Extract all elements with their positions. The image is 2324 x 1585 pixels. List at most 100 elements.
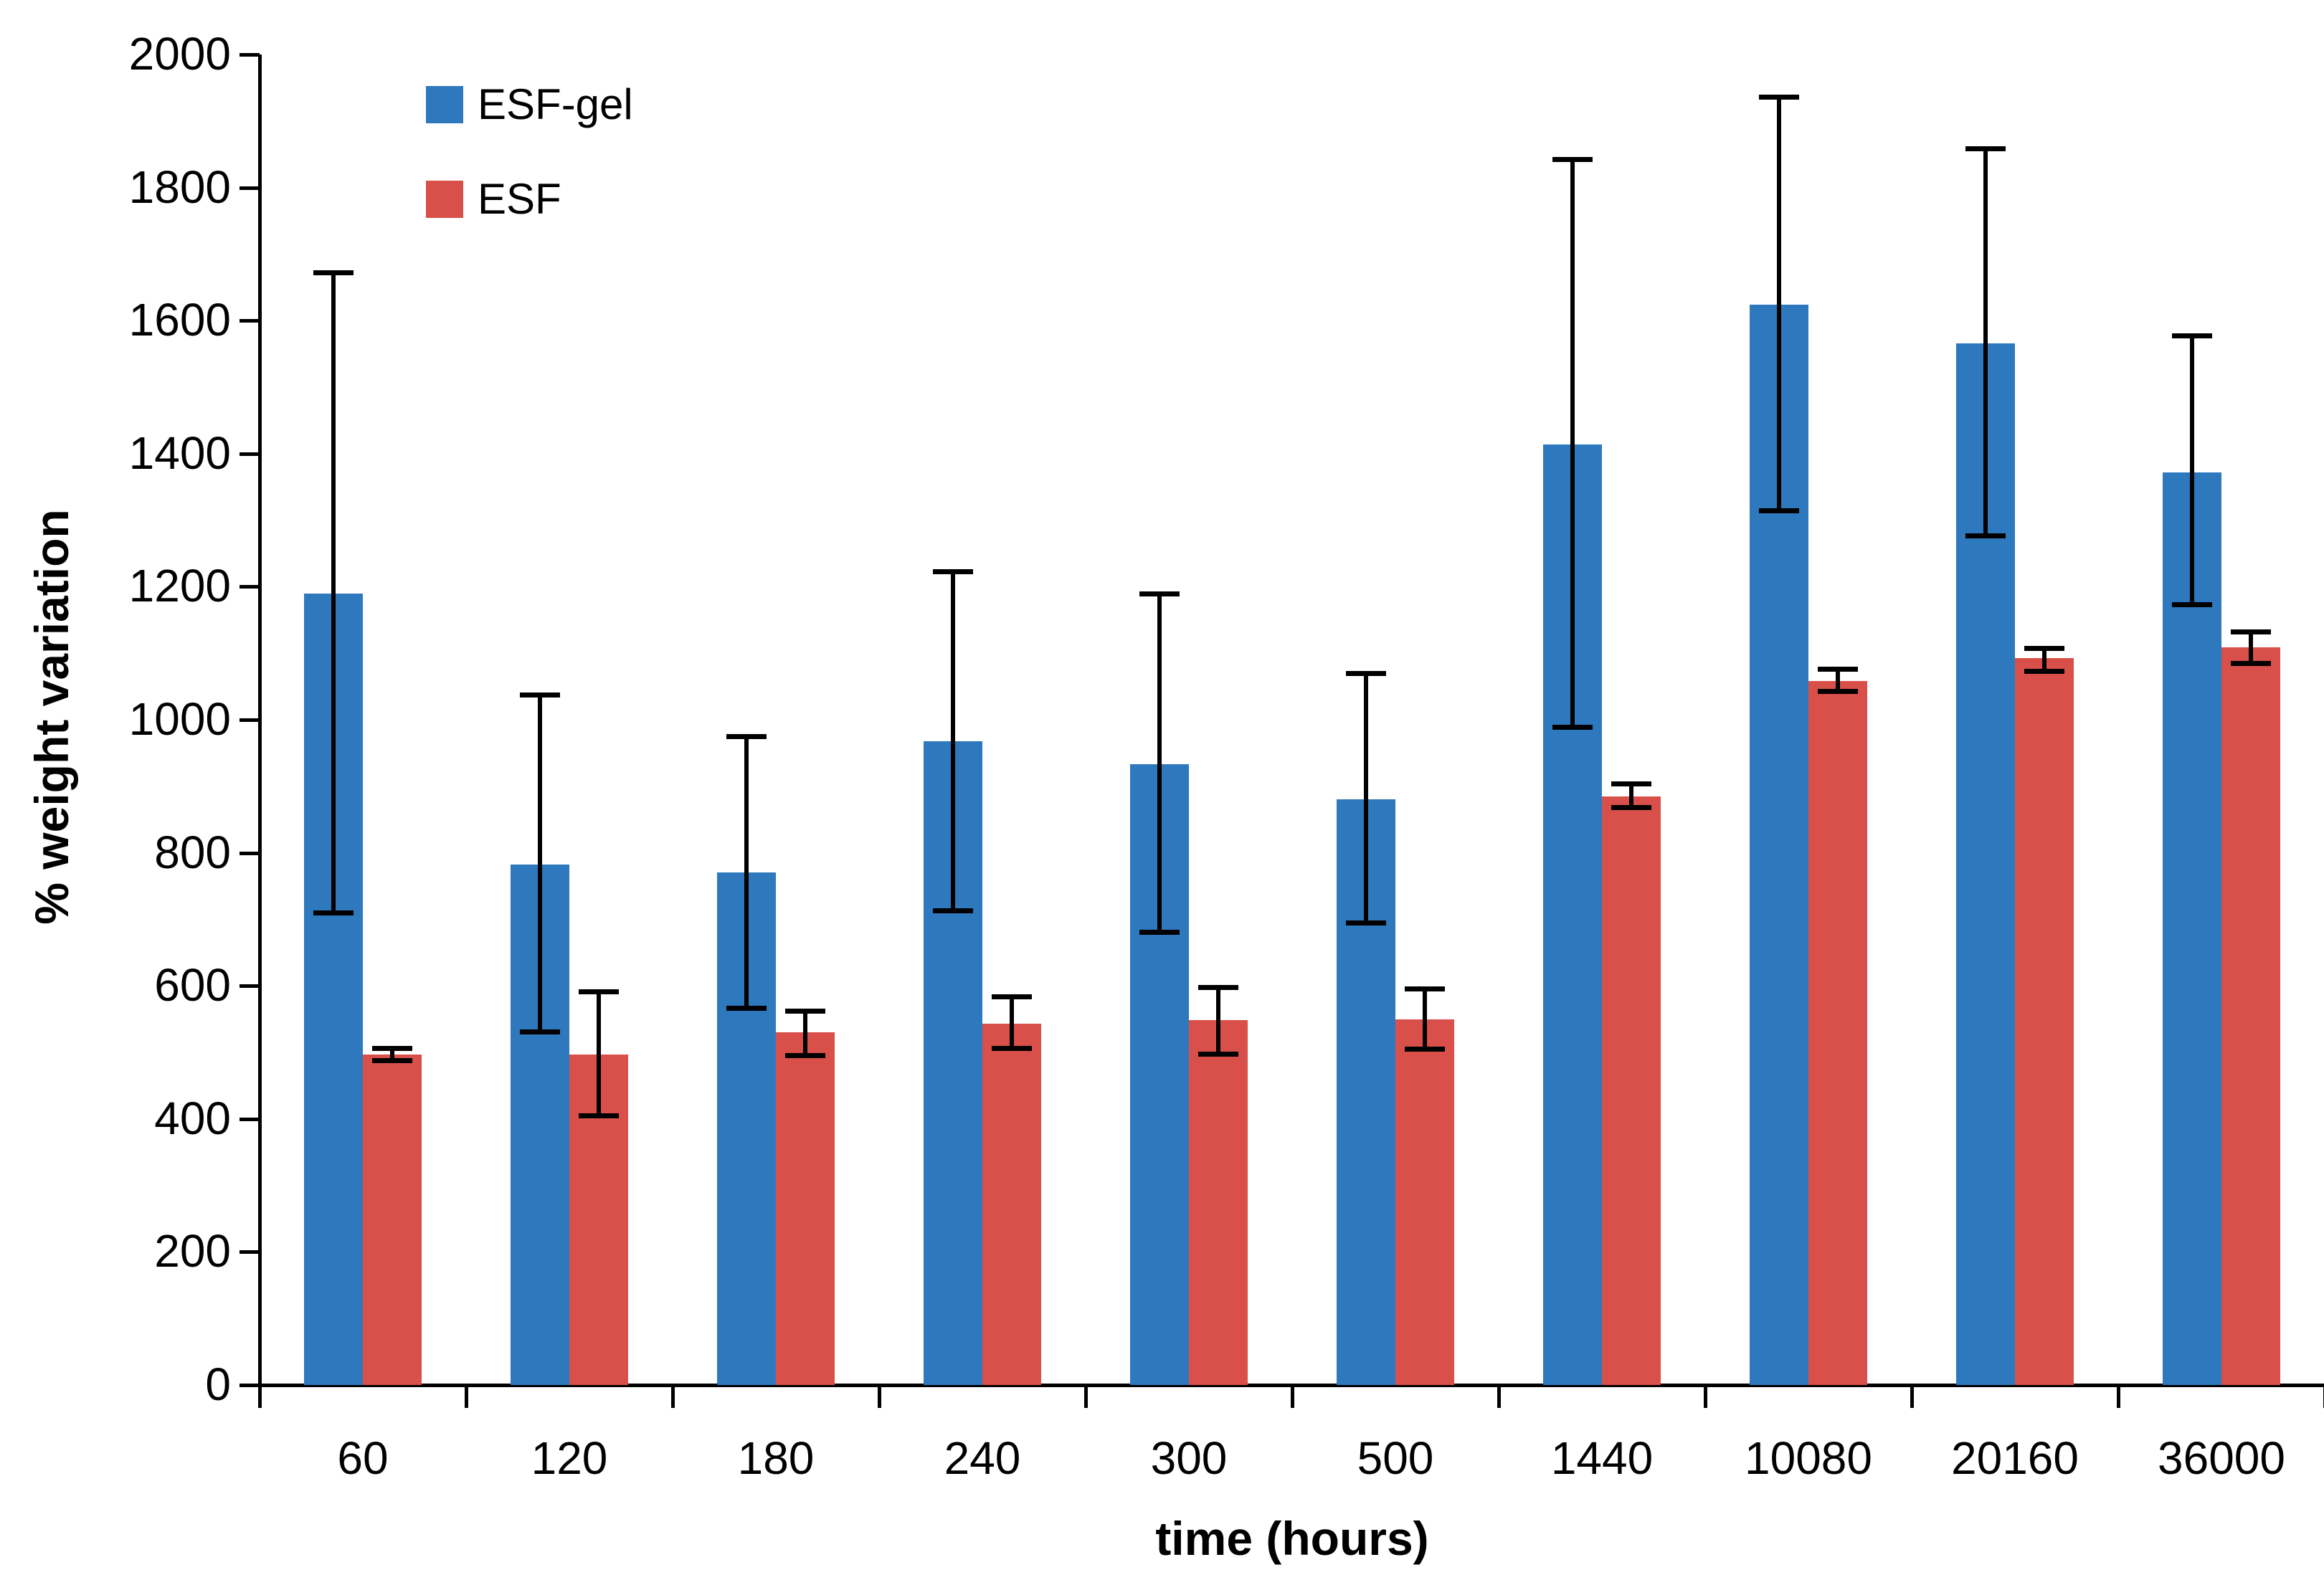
error-bar-line bbox=[744, 736, 749, 1008]
error-bar-line bbox=[1836, 668, 1840, 692]
error-bar-line bbox=[390, 1048, 394, 1061]
x-tick-mark bbox=[671, 1385, 675, 1408]
error-bar-cap-bottom bbox=[2172, 601, 2212, 607]
error-bar-cap-bottom bbox=[933, 908, 973, 914]
y-tick-mark bbox=[239, 851, 260, 855]
error-bar-cap-bottom bbox=[1552, 725, 1593, 730]
y-tick-label: 1000 bbox=[128, 693, 231, 745]
error-bar-line bbox=[951, 571, 955, 911]
y-tick-mark bbox=[239, 1250, 260, 1255]
x-tick-mark bbox=[1704, 1385, 1707, 1408]
error-bar-cap-bottom bbox=[2024, 669, 2064, 675]
error-bar-cap-bottom bbox=[785, 1052, 825, 1058]
x-tick-mark bbox=[465, 1385, 468, 1408]
x-tick-mark bbox=[878, 1385, 881, 1408]
x-tick-label: 180 bbox=[737, 1432, 815, 1484]
x-tick-label: 240 bbox=[944, 1432, 1021, 1484]
error-bar-cap-top bbox=[313, 270, 354, 276]
error-bar-cap-bottom bbox=[1346, 920, 1386, 926]
error-bar-cap-top bbox=[520, 692, 560, 698]
y-tick-mark bbox=[239, 186, 260, 190]
error-bar-cap-bottom bbox=[1198, 1051, 1238, 1057]
x-tick-mark bbox=[1084, 1385, 1088, 1408]
x-tick-label: 10080 bbox=[1745, 1432, 1872, 1484]
x-tick-mark bbox=[1910, 1385, 1914, 1408]
y-tick-mark bbox=[239, 984, 260, 989]
error-bar-line bbox=[1983, 148, 1988, 536]
error-bar-cap-top bbox=[2024, 645, 2064, 651]
bar-esf bbox=[1395, 1019, 1454, 1385]
error-bar-cap-top bbox=[1139, 591, 1180, 596]
error-bar-cap-bottom bbox=[1818, 689, 1858, 695]
error-bar-line bbox=[1010, 996, 1014, 1049]
x-tick-label: 20160 bbox=[1951, 1432, 2079, 1484]
error-bar-cap-top bbox=[579, 989, 619, 994]
bar-esf bbox=[2221, 647, 2280, 1385]
error-bar-cap-bottom bbox=[520, 1029, 560, 1035]
legend-item: ESF-gel bbox=[426, 83, 633, 126]
legend: ESF-gel ESF bbox=[426, 83, 633, 272]
y-tick-label: 600 bbox=[154, 959, 231, 1012]
error-bar-cap-bottom bbox=[313, 910, 354, 916]
error-bar-cap-top bbox=[933, 569, 973, 575]
y-tick-mark bbox=[239, 718, 260, 722]
x-tick-label: 1440 bbox=[1550, 1432, 1654, 1484]
error-bar-line bbox=[1629, 784, 1633, 807]
error-bar-cap-top bbox=[1611, 781, 1651, 787]
error-bar-cap-top bbox=[1818, 666, 1858, 672]
error-bar-cap-top bbox=[726, 734, 767, 740]
y-tick-mark bbox=[239, 585, 260, 589]
error-bar-cap-top bbox=[992, 994, 1032, 1000]
y-tick-mark bbox=[239, 319, 260, 323]
error-bar-line bbox=[331, 272, 336, 913]
y-tick-label: 1200 bbox=[128, 560, 231, 612]
x-axis-title: time (hours) bbox=[1155, 1512, 1429, 1565]
x-tick-mark bbox=[2117, 1385, 2120, 1408]
error-bar-cap-top bbox=[1346, 671, 1386, 677]
bar-esf bbox=[982, 1024, 1041, 1385]
bar-esf bbox=[2015, 657, 2074, 1385]
error-bar-line bbox=[2249, 631, 2253, 664]
error-bar-cap-bottom bbox=[1405, 1047, 1445, 1052]
error-bar-cap-top bbox=[1198, 985, 1238, 991]
error-bar-cap-top bbox=[2172, 333, 2212, 338]
y-tick-mark bbox=[239, 53, 260, 57]
x-tick-label: 300 bbox=[1150, 1432, 1228, 1484]
error-bar-line bbox=[1423, 988, 1427, 1049]
error-bar-line bbox=[803, 1011, 807, 1055]
error-bar-cap-top bbox=[1405, 986, 1445, 991]
bar-esf bbox=[363, 1054, 422, 1385]
error-bar-cap-top bbox=[785, 1009, 825, 1014]
error-bar-cap-bottom bbox=[1965, 533, 2006, 538]
error-bar-line bbox=[538, 694, 542, 1032]
error-bar-line bbox=[2042, 647, 2046, 672]
legend-swatch-icon bbox=[426, 86, 463, 123]
x-tick-label: 36000 bbox=[2158, 1432, 2285, 1484]
x-tick-mark bbox=[1291, 1385, 1294, 1408]
error-bar-cap-bottom bbox=[1611, 804, 1651, 810]
x-tick-mark bbox=[258, 1385, 262, 1408]
bar-esf bbox=[776, 1032, 835, 1385]
y-tick-label: 0 bbox=[205, 1358, 231, 1410]
legend-item: ESF bbox=[426, 178, 633, 221]
y-tick-label: 1600 bbox=[128, 294, 231, 346]
y-tick-label: 1400 bbox=[128, 427, 231, 479]
y-axis-line bbox=[258, 54, 262, 1388]
x-tick-label: 60 bbox=[337, 1432, 389, 1484]
y-tick-mark bbox=[239, 1117, 260, 1121]
error-bar-cap-bottom bbox=[992, 1046, 1032, 1052]
bar-esf bbox=[1602, 796, 1661, 1385]
error-bar-line bbox=[1216, 987, 1220, 1054]
error-bar-cap-bottom bbox=[2231, 661, 2271, 667]
error-bar-cap-top bbox=[1965, 146, 2006, 151]
y-tick-label: 400 bbox=[154, 1092, 231, 1144]
error-bar-cap-bottom bbox=[579, 1113, 619, 1119]
legend-label: ESF-gel bbox=[478, 80, 633, 128]
x-tick-label: 120 bbox=[531, 1432, 608, 1484]
x-axis-line bbox=[239, 1384, 2324, 1387]
error-bar-line bbox=[597, 991, 601, 1116]
y-tick-label: 200 bbox=[154, 1225, 231, 1277]
error-bar-cap-top bbox=[1552, 156, 1593, 162]
x-tick-mark bbox=[1497, 1385, 1501, 1408]
error-bar-line bbox=[1777, 97, 1781, 510]
